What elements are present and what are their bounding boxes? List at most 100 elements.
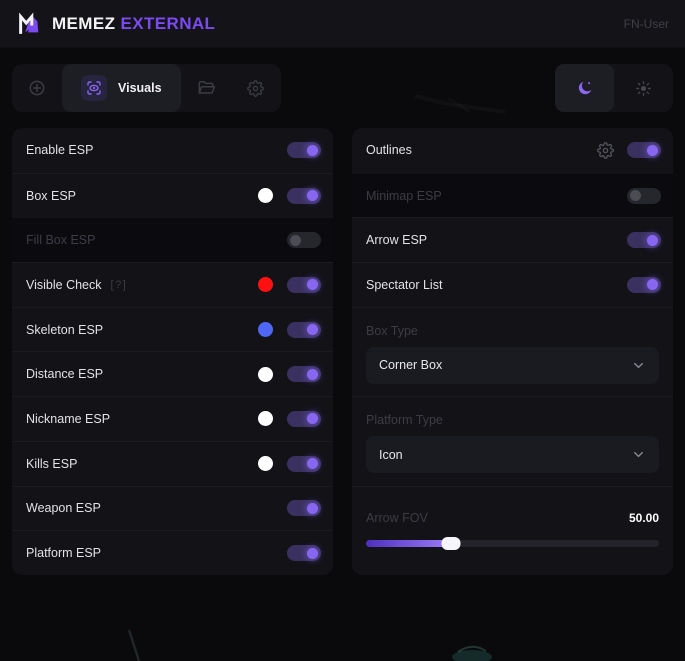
settings-row: Weapon ESP <box>12 485 333 531</box>
toggle-knob <box>647 279 658 291</box>
crosshair-icon <box>29 80 45 96</box>
brand-logo-icon <box>19 12 39 34</box>
settings-row: Skeleton ESP <box>12 306 333 352</box>
brand: MEMEZ EXTERNAL <box>16 11 215 37</box>
settings-row: Platform ESP <box>12 530 333 575</box>
folder-icon <box>198 81 215 94</box>
toggle-knob <box>307 547 318 559</box>
theme-light-button[interactable] <box>614 64 673 112</box>
toggle-switch[interactable] <box>287 455 321 472</box>
toggle-knob <box>307 324 318 336</box>
toggle-knob <box>307 190 318 202</box>
toggle-switch[interactable] <box>287 232 321 249</box>
settings-row: Minimap ESP <box>352 172 673 218</box>
theme-switcher <box>555 64 673 112</box>
toggle-switch[interactable] <box>287 142 321 159</box>
setting-label: Enable ESP <box>26 143 94 158</box>
setting-label: Distance ESP <box>26 367 104 382</box>
color-swatch[interactable] <box>258 322 273 338</box>
dropdown[interactable]: Corner Box <box>366 346 659 384</box>
tab-configs[interactable] <box>181 64 231 112</box>
tab-visuals-label: Visuals <box>118 81 162 95</box>
toggle-knob <box>290 234 301 246</box>
toggle-knob <box>647 234 658 246</box>
setting-label: Weapon ESP <box>26 501 101 516</box>
toggle-switch[interactable] <box>287 500 321 517</box>
theme-dark-button[interactable] <box>555 64 614 112</box>
settings-row: Kills ESP <box>12 440 333 486</box>
setting-label: Nickname ESP <box>26 411 111 426</box>
top-bar: MEMEZ EXTERNAL FN-User <box>0 0 685 48</box>
slider-value: 50.00 <box>628 510 659 525</box>
toolbar: Visuals <box>12 64 673 112</box>
settings-row: Nickname ESP <box>12 396 333 441</box>
slider-fill <box>366 539 451 547</box>
setting-label: Fill Box ESP <box>26 233 96 248</box>
color-swatch[interactable] <box>258 411 273 427</box>
esp-extras-panel: Outlines Minimap ESP Arrow ESP Spectator L… <box>352 128 673 575</box>
setting-label: Outlines <box>366 143 412 158</box>
slider-section: Arrow FOV 50.00 <box>352 485 673 575</box>
setting-gear-icon[interactable] <box>597 141 614 159</box>
logged-in-user: FN-User <box>623 16 669 31</box>
settings-row: Fill Box ESP <box>12 217 333 263</box>
toggle-switch[interactable] <box>287 276 321 293</box>
brand-title: MEMEZ EXTERNAL <box>52 14 215 34</box>
toggle-switch[interactable] <box>287 321 321 338</box>
dropdown[interactable]: Icon <box>366 436 659 474</box>
setting-label: Visible Check <box>26 277 102 292</box>
color-swatch[interactable] <box>258 366 273 382</box>
brand-title-secondary: EXTERNAL <box>120 13 216 33</box>
color-swatch[interactable] <box>258 277 273 293</box>
color-swatch[interactable] <box>258 456 273 472</box>
chevron-down-icon <box>631 447 646 462</box>
chevron-down-icon <box>631 358 646 373</box>
toggle-switch[interactable] <box>627 187 661 204</box>
sun-icon <box>636 80 651 96</box>
tab-settings[interactable] <box>231 64 281 112</box>
setting-label: Box ESP <box>26 188 77 203</box>
slider[interactable] <box>366 536 659 550</box>
help-badge: [?] <box>110 278 128 291</box>
toggle-knob <box>307 368 318 380</box>
slider-head: Arrow FOV 50.00 <box>366 505 659 531</box>
dropdown-section: Box Type Corner Box <box>352 306 673 396</box>
slider-thumb[interactable] <box>441 536 461 550</box>
toggle-switch[interactable] <box>287 187 321 204</box>
tab-aimbot[interactable] <box>12 64 62 112</box>
settings-row: Arrow ESP <box>352 217 673 262</box>
settings-row: Box ESP <box>12 172 333 218</box>
setting-label: Platform ESP <box>26 546 102 561</box>
setting-label: Kills ESP <box>26 456 78 471</box>
settings-row: Visible Check [?] <box>12 262 333 307</box>
esp-settings-panel: Enable ESP Box ESP Fill Box ESP Visible Che… <box>12 128 333 575</box>
toggle-switch[interactable] <box>627 276 661 293</box>
tab-bar: Visuals <box>12 64 281 112</box>
toggle-switch[interactable] <box>287 545 321 562</box>
toggle-knob <box>630 190 641 202</box>
color-swatch[interactable] <box>258 188 273 204</box>
brand-title-primary: MEMEZ <box>52 13 121 33</box>
tab-visuals[interactable]: Visuals <box>62 64 181 112</box>
gear-icon <box>247 79 264 97</box>
toggle-knob <box>307 502 318 514</box>
toggle-knob <box>307 413 318 425</box>
toggle-switch[interactable] <box>627 232 661 249</box>
eye-icon <box>81 75 107 101</box>
settings-row: Spectator List <box>352 262 673 307</box>
settings-row: Outlines <box>352 128 673 173</box>
toggle-switch[interactable] <box>287 410 321 427</box>
slider-track <box>366 539 659 547</box>
toggle-knob <box>307 458 318 470</box>
slider-label: Arrow FOV <box>366 510 428 525</box>
dropdown-section: Platform Type Icon <box>352 396 673 485</box>
setting-label: Minimap ESP <box>366 188 442 203</box>
toggle-switch[interactable] <box>627 142 661 159</box>
dropdown-selected-value: Icon <box>379 447 403 462</box>
moon-icon <box>578 81 591 95</box>
setting-label: Spectator List <box>366 277 443 292</box>
toggle-switch[interactable] <box>287 366 321 383</box>
dropdown-label: Platform Type <box>366 413 443 428</box>
toggle-knob <box>647 144 658 156</box>
dropdown-label: Box Type <box>366 323 418 338</box>
